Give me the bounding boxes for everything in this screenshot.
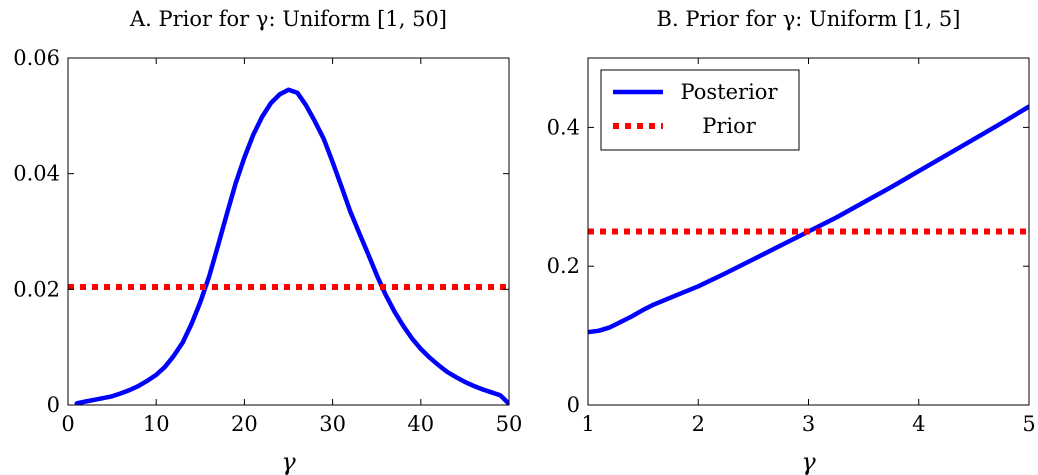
posterior-series-line bbox=[588, 104, 1029, 335]
y-tick-label: 0.4 bbox=[547, 115, 580, 139]
x-tick-label: 50 bbox=[496, 412, 523, 436]
y-tick-label: 0.2 bbox=[547, 254, 580, 278]
panel-b: B. Prior for γ: Uniform [1, 5] 1 2 3 4 5 0 0.2 0… bbox=[547, 7, 1036, 475]
x-axis-label: γ bbox=[281, 448, 296, 475]
x-tick-label: 40 bbox=[407, 412, 434, 436]
legend: Posterior Prior bbox=[600, 69, 800, 151]
posterior-series-line bbox=[74, 87, 509, 405]
x-tick-label: 5 bbox=[1022, 412, 1035, 436]
x-tick-label: 4 bbox=[912, 412, 925, 436]
posterior-legend-label: Posterior bbox=[680, 80, 778, 104]
y-tick-label: 0.02 bbox=[13, 277, 60, 301]
prior-legend-label: Prior bbox=[702, 114, 757, 138]
plot-frame bbox=[67, 57, 510, 406]
x-tick-label: 20 bbox=[231, 412, 258, 436]
y-tick-label: 0 bbox=[567, 393, 580, 417]
x-axis-label: γ bbox=[801, 448, 816, 475]
y-tick-label: 0.04 bbox=[13, 162, 60, 186]
y-tick-label: 0 bbox=[47, 393, 60, 417]
x-tick-label: 30 bbox=[319, 412, 346, 436]
chart-title: B. Prior for γ: Uniform [1, 5] bbox=[657, 7, 961, 31]
x-tick-label: 0 bbox=[61, 412, 74, 436]
x-tick-label: 10 bbox=[143, 412, 170, 436]
panel-a: A. Prior for γ: Uniform [1, 50] 0 10 20 30 40… bbox=[13, 7, 522, 475]
x-tick-label: 1 bbox=[581, 412, 594, 436]
chart-title: A. Prior for γ: Uniform [1, 50] bbox=[129, 7, 447, 31]
x-tick-label: 3 bbox=[802, 412, 815, 436]
legend-box bbox=[600, 69, 800, 151]
x-tick-label: 2 bbox=[692, 412, 705, 436]
y-tick-label: 0.06 bbox=[13, 46, 60, 70]
